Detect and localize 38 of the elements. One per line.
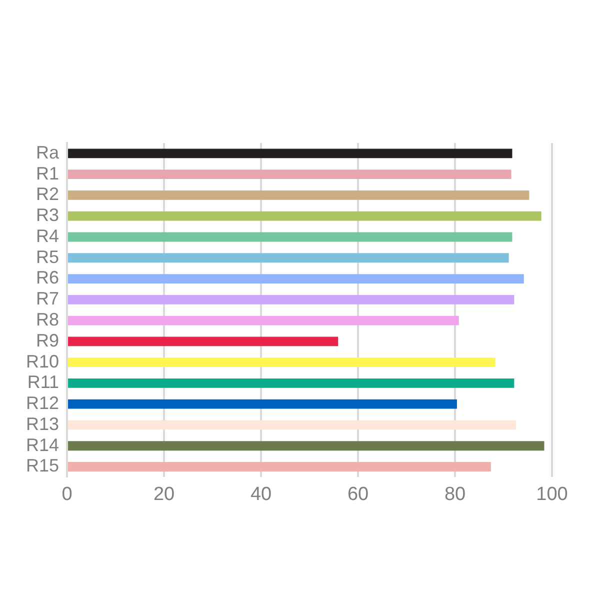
bar xyxy=(68,170,512,180)
y-tick-label: R11 xyxy=(27,372,60,392)
bar xyxy=(68,253,509,263)
y-tick-label: R7 xyxy=(36,288,60,309)
bar xyxy=(68,294,514,304)
bar xyxy=(68,211,542,221)
y-tick-label: R12 xyxy=(26,393,60,414)
bar xyxy=(68,148,512,158)
bar xyxy=(68,378,514,388)
x-tick-label: 0 xyxy=(62,484,72,505)
x-tick-label: 100 xyxy=(536,484,568,505)
bar xyxy=(68,462,491,472)
y-tick-label: R5 xyxy=(36,246,60,267)
x-tick-label: 40 xyxy=(250,484,272,505)
x-tick-label: 60 xyxy=(347,484,369,505)
y-tick-label: R2 xyxy=(36,184,60,204)
bar xyxy=(68,441,544,451)
x-tick-label: 20 xyxy=(153,484,175,505)
y-tick-label: R15 xyxy=(26,456,60,476)
y-tick-label: Ra xyxy=(36,142,60,162)
y-tick-label: R14 xyxy=(26,434,60,455)
y-tick-label: R9 xyxy=(36,330,60,350)
x-tick-label: 80 xyxy=(444,484,466,505)
bar xyxy=(68,399,457,409)
y-tick-label: R10 xyxy=(26,351,60,372)
bar xyxy=(68,316,459,326)
bar xyxy=(68,190,530,200)
y-tick-label: R8 xyxy=(36,310,60,330)
y-tick-label: R4 xyxy=(36,226,60,246)
bar xyxy=(68,336,338,346)
bar xyxy=(68,232,512,242)
y-tick-label: R1 xyxy=(36,163,60,184)
bar xyxy=(68,274,524,284)
bar xyxy=(68,358,496,368)
y-tick-label: R3 xyxy=(36,205,60,226)
bar xyxy=(68,420,516,430)
y-tick-label: R6 xyxy=(36,268,60,288)
y-tick-label: R13 xyxy=(26,414,60,434)
